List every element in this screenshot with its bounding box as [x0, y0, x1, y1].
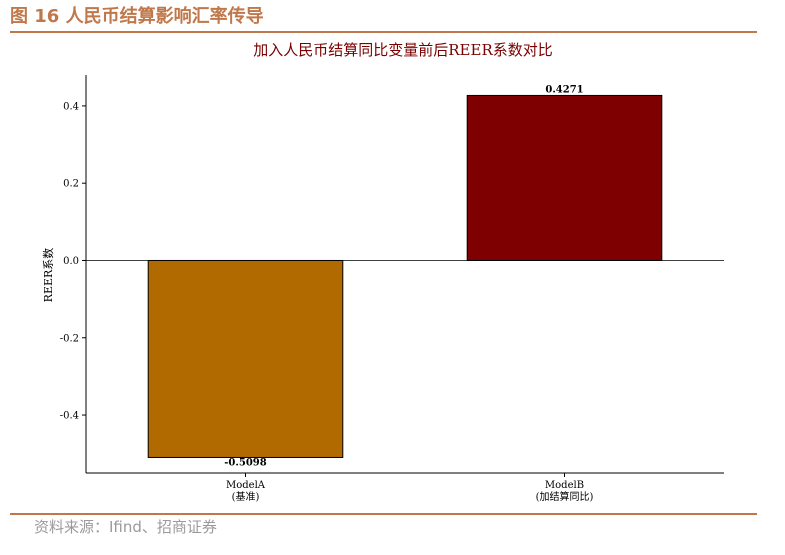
x-tick-label: (加结算同比)	[536, 490, 594, 503]
header-rule	[10, 31, 757, 33]
y-tick-label: 0.0	[63, 256, 79, 267]
y-axis-label: REER系数	[42, 248, 55, 303]
bar-model-a	[147, 259, 344, 458]
y-tick-label: -0.2	[60, 333, 79, 344]
figure-header: 图 16 人民币结算影响汇率传导	[10, 6, 264, 27]
y-tick-label: -0.4	[60, 411, 79, 422]
data-label: 0.4271	[545, 84, 583, 95]
chart-title: 加入人民币结算同比变量前后REER系数对比	[253, 41, 553, 59]
source-note: 资料来源：Ifind、招商证券	[34, 518, 217, 536]
y-tick-label: 0.2	[63, 179, 79, 190]
footer-rule	[10, 513, 757, 515]
x-tick-label: ModelB	[545, 480, 584, 491]
x-tick-label: (基准)	[232, 490, 260, 503]
x-tick-label: ModelA	[226, 480, 266, 491]
bar-model-b	[466, 94, 663, 261]
reer-bar-chart: 加入人民币结算同比变量前后REER系数对比 -0.4-0.20.00.20.4-…	[42, 41, 724, 503]
y-tick-label: 0.4	[63, 101, 79, 112]
data-label: -0.5098	[224, 457, 266, 468]
plot-area: -0.4 -0.2 0.0 0.2 0.4 -0.5098 ModelA(基准) 0.4271…	[60, 75, 724, 503]
